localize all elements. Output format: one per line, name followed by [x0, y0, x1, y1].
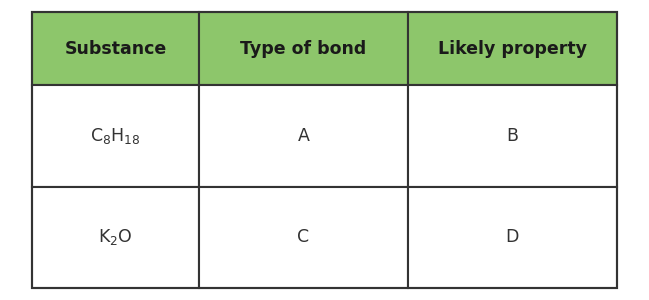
Text: B: B: [506, 127, 519, 145]
Bar: [408, 12, 617, 85]
Text: $\mathregular{C_8H_{18}}$: $\mathregular{C_8H_{18}}$: [90, 126, 141, 146]
Bar: [32, 12, 199, 85]
Text: Substance: Substance: [64, 40, 167, 58]
Bar: [199, 85, 408, 187]
Text: $\mathregular{K_2O}$: $\mathregular{K_2O}$: [99, 227, 133, 247]
Bar: [408, 85, 617, 187]
Bar: [408, 187, 617, 288]
Bar: [199, 187, 408, 288]
Bar: [32, 187, 199, 288]
Bar: [199, 12, 408, 85]
Bar: [32, 85, 199, 187]
Text: Likely property: Likely property: [438, 40, 587, 58]
Text: A: A: [297, 127, 310, 145]
Text: Type of bond: Type of bond: [240, 40, 367, 58]
Text: C: C: [297, 228, 310, 246]
Text: D: D: [506, 228, 519, 246]
